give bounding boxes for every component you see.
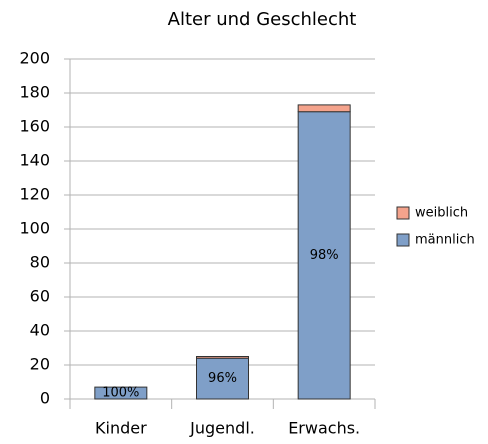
x-tick-label: Erwachs. xyxy=(288,419,360,438)
legend-swatch xyxy=(396,206,410,220)
x-tick-label: Jugendl. xyxy=(189,419,255,438)
bar-segment xyxy=(196,356,249,359)
bar-annotation: 98% xyxy=(310,248,339,263)
legend-swatch xyxy=(396,233,410,247)
bar-annotation: 96% xyxy=(208,371,237,386)
legend-label: männlich xyxy=(415,233,475,248)
legend-label: weiblich xyxy=(415,206,468,221)
chart-title: Alter und Geschlecht xyxy=(168,9,357,30)
y-tick-label: 40 xyxy=(30,321,50,340)
x-tick-label: Kinder xyxy=(95,419,147,438)
y-tick-label: 0 xyxy=(40,389,50,408)
y-tick-label: 200 xyxy=(19,49,50,68)
y-tick-label: 60 xyxy=(30,287,50,306)
y-tick-label: 160 xyxy=(19,117,50,136)
y-tick-label: 20 xyxy=(30,355,50,374)
y-tick-label: 100 xyxy=(19,219,50,238)
bar-segment xyxy=(94,386,148,400)
y-tick-label: 80 xyxy=(30,253,50,272)
y-tick-label: 180 xyxy=(19,83,50,102)
y-tick-label: 140 xyxy=(19,151,50,170)
bar-annotation: 100% xyxy=(102,386,139,401)
y-tick-label: 120 xyxy=(19,185,50,204)
bar-segment xyxy=(297,104,351,113)
